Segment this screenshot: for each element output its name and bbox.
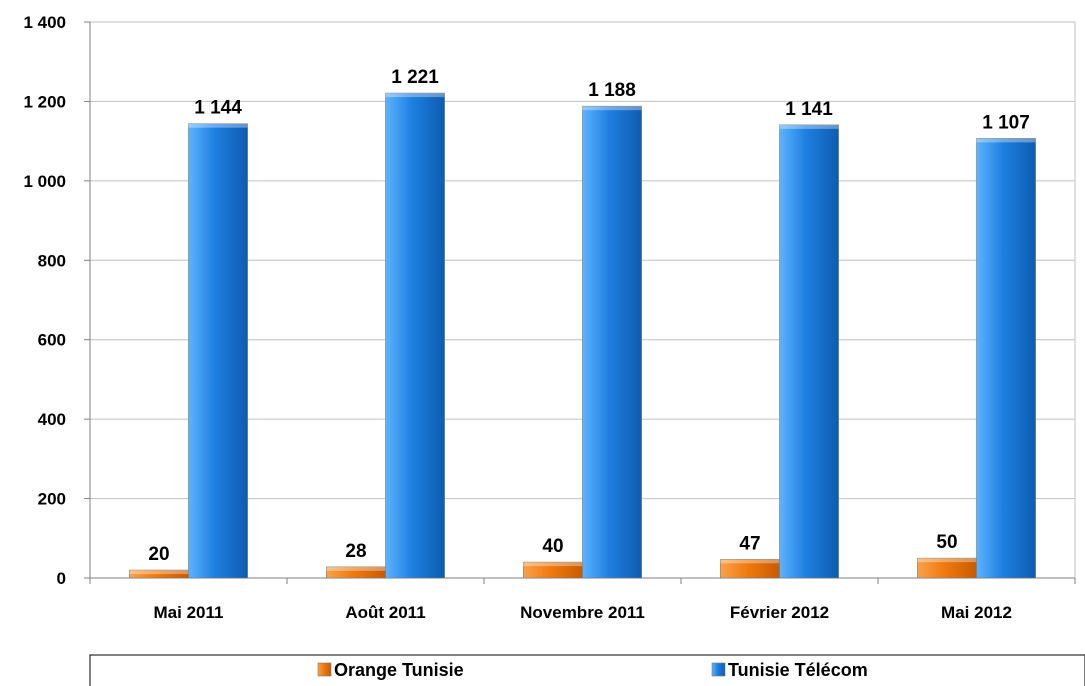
y-tick-label: 1 000 bbox=[23, 172, 66, 191]
y-tick-label: 1 200 bbox=[23, 92, 66, 111]
data-label: 1 107 bbox=[982, 112, 1030, 133]
data-label: 1 188 bbox=[588, 80, 636, 101]
y-tick-label: 600 bbox=[38, 331, 66, 350]
legend-box bbox=[89, 654, 1085, 686]
bar-top-highlight bbox=[129, 570, 189, 575]
data-labels: 20 1 144 28 1 221 40 1 188 47 1 141 50 1 107 bbox=[148, 67, 1029, 565]
bar-tunisie-telecom bbox=[188, 123, 248, 579]
data-label: 28 bbox=[345, 541, 366, 562]
bar-top-highlight bbox=[976, 138, 1036, 143]
bar-top-highlight bbox=[385, 93, 445, 98]
axes: 0 200 400 600 800 1 000 1 200 1 400 Mai 2011 Août… bbox=[23, 13, 1076, 622]
bars bbox=[129, 92, 1036, 579]
x-tick-label: Février 2012 bbox=[730, 603, 829, 622]
y-tick-label: 200 bbox=[38, 490, 66, 509]
x-tick-label: Août 2011 bbox=[345, 603, 425, 622]
legend-label: Tunisie Télécom bbox=[728, 660, 868, 680]
legend-swatch bbox=[317, 662, 332, 677]
legend-swatch bbox=[711, 662, 726, 677]
bar-top-highlight bbox=[720, 559, 780, 564]
bar-tunisie-telecom bbox=[976, 138, 1036, 579]
bar-tunisie-telecom bbox=[779, 124, 839, 579]
data-label: 1 221 bbox=[391, 67, 439, 88]
bar-top-highlight bbox=[582, 106, 642, 111]
data-label: 20 bbox=[148, 544, 169, 565]
x-tick-label: Novembre 2011 bbox=[520, 603, 645, 622]
data-label: 47 bbox=[739, 533, 760, 554]
y-tick-label: 0 bbox=[57, 569, 66, 588]
bar-top-highlight bbox=[779, 124, 839, 129]
bar-top-highlight bbox=[917, 558, 977, 563]
x-tick-label: Mai 2012 bbox=[941, 603, 1012, 622]
x-tick-label: Mai 2011 bbox=[154, 603, 224, 622]
legend: Orange Tunisie Tunisie Télécom bbox=[89, 654, 1085, 686]
data-label: 50 bbox=[936, 532, 957, 553]
y-tick-label: 800 bbox=[38, 251, 66, 270]
y-tick-label: 400 bbox=[38, 410, 66, 429]
y-tick-label: 1 400 bbox=[23, 13, 66, 32]
data-label: 1 141 bbox=[785, 99, 833, 120]
bar-top-highlight bbox=[326, 566, 386, 571]
bar-tunisie-telecom bbox=[385, 92, 445, 579]
bar-top-highlight bbox=[523, 562, 583, 567]
bar-tunisie-telecom bbox=[582, 105, 642, 579]
bar-top-highlight bbox=[188, 123, 248, 128]
data-label: 1 144 bbox=[194, 98, 242, 119]
data-label: 40 bbox=[542, 536, 563, 557]
legend-label: Orange Tunisie bbox=[334, 660, 464, 680]
